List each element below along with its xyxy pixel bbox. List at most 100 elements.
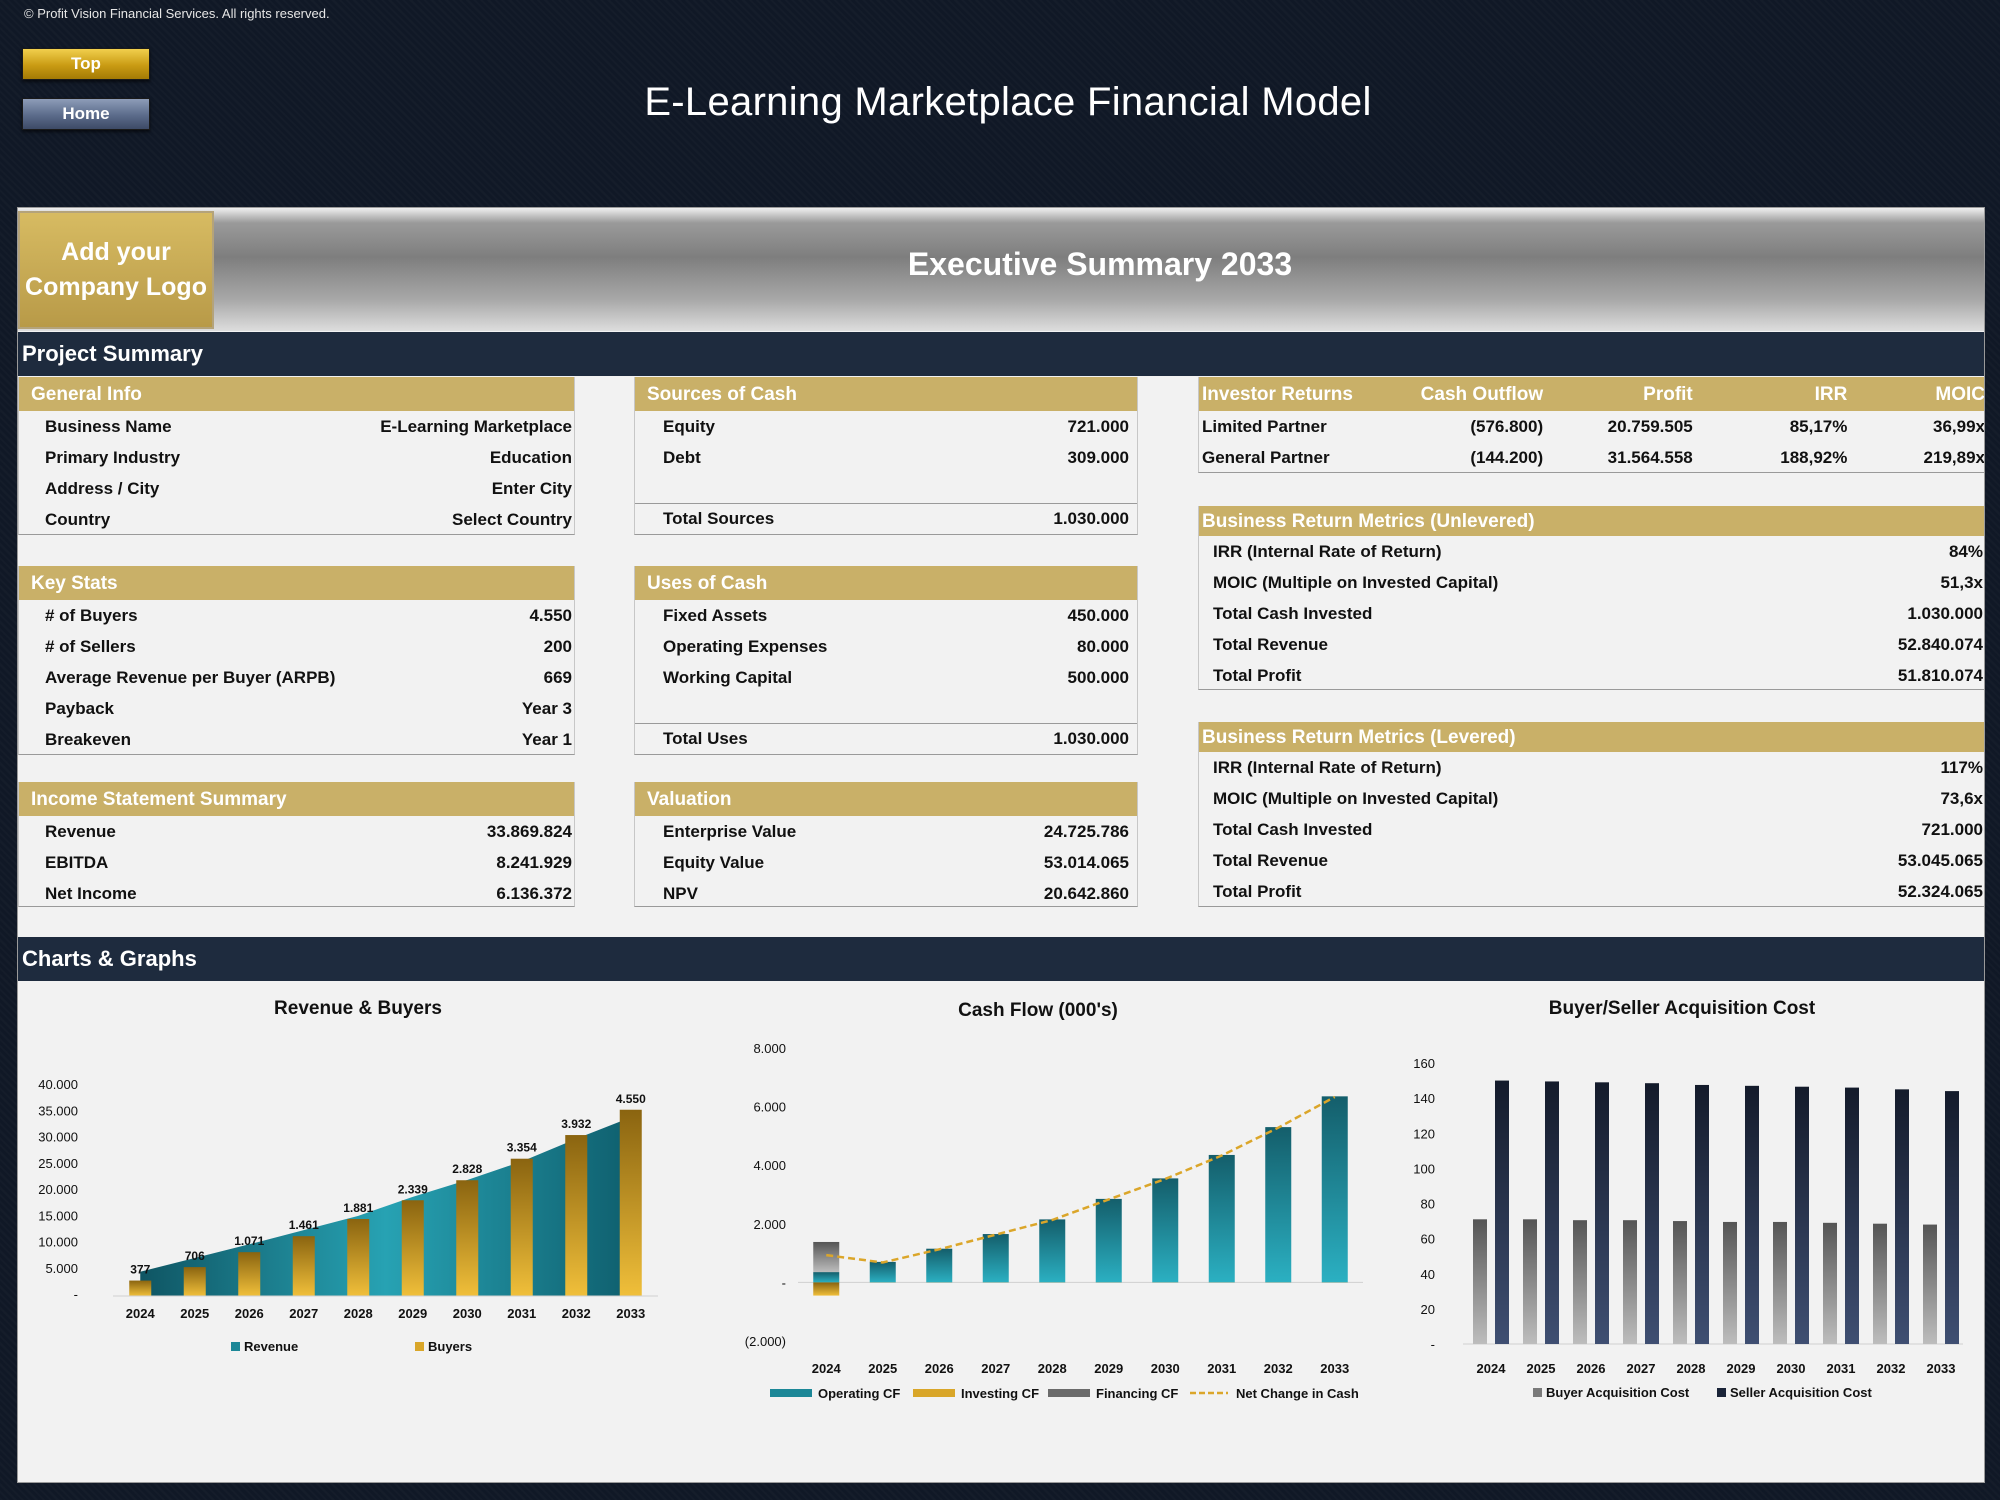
- use-of-cash-value: 500.000: [1067, 667, 1129, 687]
- investor-returns-cell: 31.564.558: [1607, 447, 1693, 467]
- x-tick-label: 2030: [1777, 1361, 1806, 1376]
- use-of-cash-row: Working Capital 500.000: [635, 662, 1137, 693]
- levered-metric-label: Total Revenue: [1213, 850, 1328, 870]
- unlevered-metric-value: 84%: [1948, 541, 1983, 561]
- home-button[interactable]: Home: [22, 98, 150, 130]
- investor-returns-col-header: Investor Returns: [1202, 384, 1353, 405]
- key-stat-label: Payback: [45, 698, 114, 718]
- y-tick-label: 160: [1413, 1056, 1435, 1071]
- valuation-label: Equity Value: [663, 852, 765, 872]
- valuation-box: Valuation Enterprise Value 24.725.786 Equi…: [634, 782, 1138, 907]
- seller-acquisition-cost-bar: [1795, 1086, 1809, 1344]
- key-stat-row: Breakeven Year 1: [19, 724, 574, 755]
- income-statement-box: Income Statement Summary Revenue 33.869.8…: [18, 782, 575, 907]
- legend-buyer-cost-swatch: [1533, 1388, 1542, 1397]
- key-stat-label: # of Buyers: [45, 605, 138, 625]
- valuation-value: 20.642.860: [1043, 883, 1129, 903]
- use-of-cash-value: 450.000: [1067, 605, 1129, 625]
- unlevered-metric-row: Total Profit 51.810.074: [1199, 660, 1984, 691]
- buyer-acquisition-cost-bar: [1473, 1219, 1487, 1344]
- operating-cf-bar: [926, 1248, 953, 1283]
- buyers-bar: [129, 1280, 152, 1296]
- levered-metric-row: Total Cash Invested 721.000: [1199, 814, 1984, 845]
- y-tick-label: 8.000: [753, 1041, 786, 1056]
- investor-returns-box: Investor Returns Cash Outflow Profit IRR MOI…: [1198, 377, 1985, 473]
- levered-metric-label: Total Profit: [1213, 881, 1302, 901]
- buyers-data-label: 1.071: [234, 1234, 264, 1248]
- operating-cf-bar: [1095, 1198, 1122, 1283]
- revenue-buyers-chart: Revenue & Buyers 40.000 35.000 30.000 25.00…: [18, 998, 698, 1438]
- levered-metric-row: IRR (Internal Rate of Return) 117%: [1199, 752, 1984, 783]
- y-tick-label: 10.000: [38, 1235, 78, 1250]
- investor-returns-col-header: MOIC: [1935, 384, 1985, 405]
- buyer-acquisition-cost-bar: [1873, 1223, 1887, 1344]
- levered-metric-row: Total Revenue 53.045.065: [1199, 845, 1984, 876]
- x-tick-label: 2027: [1627, 1361, 1656, 1376]
- buyers-bar: [183, 1267, 206, 1296]
- acquisition-cost-svg: 160 140 120 100 80 60 40 20 - 2024 2025 2026 2027 202…: [1413, 1056, 1963, 1400]
- unlevered-metric-value: 52.840.074: [1897, 634, 1983, 654]
- buyer-acquisition-cost-bar: [1923, 1224, 1937, 1344]
- x-tick-label: 2024: [812, 1361, 842, 1376]
- y-tick-label: 2.000: [753, 1217, 786, 1232]
- key-stat-label: Breakeven: [45, 729, 132, 749]
- levered-metric-row: Total Profit 52.324.065: [1199, 876, 1984, 907]
- levered-metric-value: 73,6x: [1940, 788, 1983, 808]
- use-of-cash-label: Working Capital: [663, 667, 793, 687]
- key-stat-row: # of Sellers 200: [19, 631, 574, 662]
- legend-investing-cf-swatch: [913, 1389, 955, 1397]
- legend-financing-cf-label: Financing CF: [1096, 1386, 1178, 1401]
- key-stat-label: Average Revenue per Buyer (ARPB): [45, 667, 336, 687]
- valuation-value: 53.014.065: [1043, 852, 1129, 872]
- buyers-bar: [456, 1180, 479, 1296]
- x-tick-label: 2025: [868, 1361, 897, 1376]
- project-summary-header: Project Summary: [18, 332, 1984, 376]
- valuation-header: Valuation: [635, 782, 1137, 816]
- income-statement-label: EBITDA: [45, 852, 109, 872]
- total-uses-label: Total Uses: [663, 729, 748, 748]
- unlevered-metric-label: MOIC (Multiple on Invested Capital): [1213, 572, 1499, 592]
- seller-acquisition-cost-bar: [1895, 1089, 1909, 1344]
- buyers-data-label: 1.881: [343, 1201, 373, 1215]
- levered-metric-label: MOIC (Multiple on Invested Capital): [1213, 788, 1499, 808]
- key-stat-row: Average Revenue per Buyer (ARPB) 669: [19, 662, 574, 693]
- key-stat-value: Year 1: [521, 729, 572, 749]
- source-of-cash-label: Debt: [663, 447, 701, 467]
- key-stat-value: Year 3: [521, 698, 572, 718]
- x-tick-label: 2032: [1264, 1361, 1293, 1376]
- x-tick-label: 2025: [180, 1306, 209, 1321]
- seller-acquisition-cost-bar: [1945, 1091, 1959, 1344]
- key-stat-label: # of Sellers: [45, 636, 136, 656]
- general-info-row: Country Select Country: [19, 504, 574, 535]
- legend-operating-cf-swatch: [770, 1389, 812, 1397]
- total-sources-row: Total Sources 1.030.000: [635, 503, 1137, 534]
- unlevered-metric-label: Total Profit: [1213, 665, 1302, 685]
- investor-returns-cell: (576.800): [1470, 416, 1544, 436]
- buyers-data-label: 4.550: [616, 1092, 646, 1106]
- acquisition-cost-title: Buyer/Seller Acquisition Cost: [1548, 998, 1816, 1019]
- buyers-data-label: 3.354: [507, 1141, 537, 1155]
- general-info-row: Primary Industry Education: [19, 442, 574, 473]
- levered-metric-value: 53.045.065: [1897, 850, 1983, 870]
- operating-cf-bar: [813, 1272, 840, 1283]
- investor-returns-cell: 36,99x: [1933, 416, 1985, 436]
- source-of-cash-value: 309.000: [1067, 447, 1129, 467]
- use-of-cash-value: 80.000: [1077, 636, 1129, 656]
- buyer-acquisition-cost-bar: [1623, 1220, 1637, 1344]
- top-button[interactable]: Top: [22, 48, 150, 80]
- buyers-bar: [510, 1158, 533, 1296]
- general-info-value: Enter City: [491, 478, 572, 498]
- levered-metric-label: Total Cash Invested: [1213, 819, 1373, 839]
- buyer-acquisition-cost-bar: [1573, 1220, 1587, 1344]
- income-statement-row: Revenue 33.869.824: [19, 816, 574, 847]
- investing-cf-bar: [813, 1282, 840, 1296]
- y-tick-label: -: [74, 1287, 78, 1302]
- operating-cf-bar: [1039, 1219, 1066, 1283]
- x-tick-label: 2028: [1677, 1361, 1706, 1376]
- x-tick-label: 2030: [1151, 1361, 1180, 1376]
- seller-acquisition-cost-bar: [1495, 1080, 1509, 1344]
- financing-cf-bar: [813, 1241, 840, 1273]
- y-tick-label: 35.000: [38, 1103, 78, 1118]
- y-tick-label: 20.000: [38, 1182, 78, 1197]
- x-tick-label: 2028: [344, 1306, 373, 1321]
